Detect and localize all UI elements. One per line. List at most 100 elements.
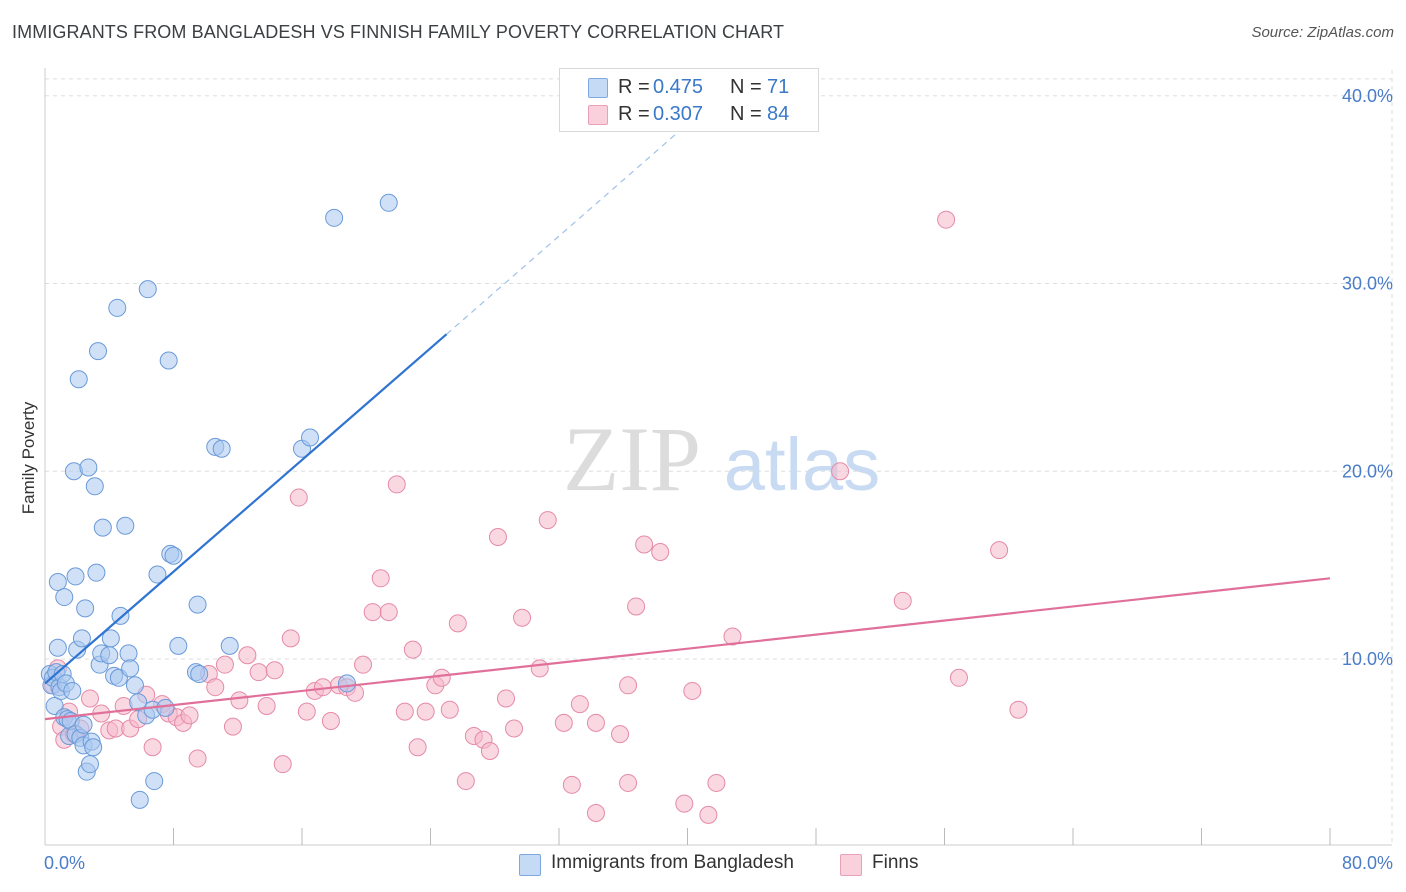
axes bbox=[44, 68, 1392, 846]
point-bangladesh bbox=[212, 439, 231, 458]
point-finns bbox=[675, 794, 694, 813]
point-finns bbox=[619, 676, 638, 695]
legend-row-finns: R = 0.307 N = 84 bbox=[560, 101, 818, 127]
y-axis-label: Family Poverty bbox=[19, 401, 38, 514]
bottom-legend-label: Finns bbox=[872, 852, 919, 873]
y-tick-label: 10.0% bbox=[1342, 649, 1393, 669]
point-bangladesh bbox=[121, 659, 140, 678]
bottom-legend-swatch-pink bbox=[840, 854, 862, 876]
point-finns bbox=[530, 659, 549, 678]
point-finns bbox=[440, 700, 459, 719]
chart-title: IMMIGRANTS FROM BANGLADESH VS FINNISH FA… bbox=[12, 22, 785, 42]
point-finns bbox=[363, 603, 382, 622]
point-bangladesh bbox=[188, 595, 207, 614]
point-finns bbox=[635, 535, 654, 554]
trendline-finns bbox=[44, 577, 1331, 721]
point-finns bbox=[893, 591, 912, 610]
legend-n-value: 84 bbox=[767, 103, 790, 125]
legend-r-value: 0.475 bbox=[653, 76, 704, 98]
point-finns bbox=[505, 719, 524, 738]
legend-swatch-blue bbox=[588, 78, 608, 98]
point-finns bbox=[480, 742, 499, 761]
trendline-bangladesh-extension bbox=[446, 123, 688, 335]
point-finns bbox=[586, 803, 605, 822]
point-finns bbox=[1009, 700, 1028, 719]
point-bangladesh bbox=[301, 428, 320, 447]
point-bangladesh bbox=[337, 674, 356, 693]
point-finns bbox=[723, 627, 742, 646]
x-tick-label: 0.0% bbox=[44, 853, 85, 873]
point-finns bbox=[651, 543, 670, 562]
point-finns bbox=[354, 655, 373, 674]
point-bangladesh bbox=[76, 599, 95, 618]
point-bangladesh bbox=[48, 638, 67, 657]
point-finns bbox=[371, 569, 390, 588]
legend-n-label: N = bbox=[730, 103, 762, 125]
point-bangladesh bbox=[325, 208, 344, 227]
x-tick-label: 80.0% bbox=[1342, 853, 1393, 873]
point-bangladesh bbox=[156, 698, 175, 717]
point-bangladesh bbox=[220, 636, 239, 655]
watermark-atlas: atlas bbox=[724, 423, 880, 506]
point-finns bbox=[432, 668, 451, 687]
point-finns bbox=[188, 749, 207, 768]
legend-r-label: R = bbox=[618, 76, 650, 98]
point-finns bbox=[611, 725, 630, 744]
trendlines bbox=[44, 123, 1331, 721]
point-bangladesh bbox=[138, 280, 157, 299]
legend-r-value: 0.307 bbox=[653, 103, 704, 125]
point-finns bbox=[403, 640, 422, 659]
point-finns bbox=[230, 691, 249, 710]
source-credit: Source: ZipAtlas.com bbox=[1251, 24, 1394, 41]
point-bangladesh bbox=[116, 516, 135, 535]
point-finns bbox=[488, 527, 507, 546]
legend-n-label: N = bbox=[730, 76, 762, 98]
point-finns bbox=[297, 702, 316, 721]
point-bangladesh bbox=[89, 342, 108, 361]
bottom-legend: Immigrants from Bangladesh Finns bbox=[0, 852, 1406, 878]
point-finns bbox=[206, 678, 225, 697]
tick-labels: 10.0% 20.0% 30.0% 40.0% 0.0% 80.0% bbox=[44, 86, 1393, 873]
point-finns bbox=[627, 597, 646, 616]
y-tick-label: 40.0% bbox=[1342, 86, 1393, 106]
point-finns bbox=[562, 775, 581, 794]
point-bangladesh bbox=[55, 588, 74, 607]
point-bangladesh bbox=[72, 629, 91, 648]
point-finns bbox=[180, 706, 199, 725]
legend: R = 0.475 N = 71 R = 0.307 N = 84 bbox=[559, 68, 819, 132]
trendline-bangladesh bbox=[44, 333, 448, 685]
gridlines bbox=[45, 70, 1393, 845]
point-finns bbox=[683, 681, 702, 700]
point-bangladesh bbox=[119, 644, 138, 663]
point-finns bbox=[707, 773, 726, 792]
point-finns bbox=[570, 695, 589, 714]
point-bangladesh bbox=[79, 458, 98, 477]
legend-row-bangladesh: R = 0.475 N = 71 bbox=[560, 74, 818, 100]
point-bangladesh bbox=[125, 676, 144, 695]
point-bangladesh bbox=[66, 567, 85, 586]
point-finns bbox=[80, 689, 99, 708]
point-finns bbox=[395, 702, 414, 721]
point-bangladesh bbox=[69, 370, 88, 389]
point-bangladesh bbox=[145, 772, 164, 791]
point-finns bbox=[238, 646, 257, 665]
point-finns bbox=[949, 668, 968, 687]
point-bangladesh bbox=[80, 755, 99, 774]
legend-swatch-pink bbox=[588, 105, 608, 125]
point-bangladesh bbox=[379, 193, 398, 212]
y-tick-label: 30.0% bbox=[1342, 274, 1393, 294]
point-bangladesh bbox=[164, 546, 183, 565]
legend-n-value: 71 bbox=[767, 76, 790, 98]
point-bangladesh bbox=[130, 790, 149, 809]
point-finns bbox=[831, 462, 850, 481]
point-bangladesh bbox=[101, 629, 120, 648]
point-finns bbox=[257, 696, 276, 715]
point-finns bbox=[554, 713, 573, 732]
point-finns bbox=[699, 805, 718, 824]
point-bangladesh bbox=[108, 298, 127, 317]
point-bangladesh bbox=[74, 715, 93, 734]
watermark-zip: ZIP bbox=[563, 408, 701, 510]
point-finns bbox=[387, 475, 406, 494]
point-finns bbox=[416, 702, 435, 721]
